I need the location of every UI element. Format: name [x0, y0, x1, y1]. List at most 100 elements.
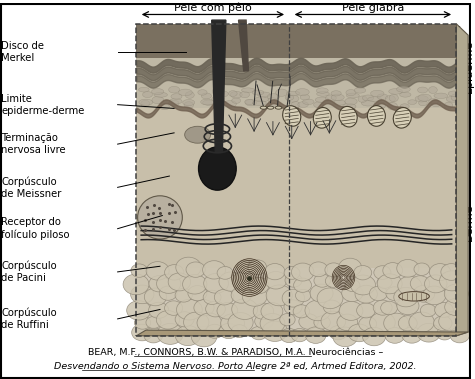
Bar: [136, 24, 456, 336]
Ellipse shape: [316, 92, 329, 96]
Circle shape: [370, 312, 395, 333]
Ellipse shape: [257, 92, 271, 97]
Circle shape: [397, 260, 419, 277]
Circle shape: [231, 287, 251, 303]
Ellipse shape: [241, 88, 255, 92]
Circle shape: [450, 327, 470, 343]
Ellipse shape: [331, 91, 341, 96]
Ellipse shape: [142, 91, 152, 97]
Polygon shape: [456, 24, 468, 336]
Circle shape: [423, 286, 446, 305]
Ellipse shape: [183, 100, 195, 106]
Circle shape: [385, 327, 405, 343]
Circle shape: [314, 274, 331, 287]
Ellipse shape: [245, 99, 254, 105]
Circle shape: [292, 263, 314, 281]
Ellipse shape: [201, 99, 214, 105]
Circle shape: [414, 285, 435, 302]
Circle shape: [282, 289, 304, 307]
Circle shape: [203, 290, 221, 304]
Circle shape: [228, 313, 253, 333]
Ellipse shape: [342, 103, 356, 110]
Circle shape: [127, 301, 151, 320]
Circle shape: [409, 312, 434, 332]
Ellipse shape: [139, 99, 153, 105]
Circle shape: [176, 257, 201, 277]
Ellipse shape: [275, 106, 282, 109]
Ellipse shape: [171, 94, 182, 99]
Circle shape: [284, 300, 302, 315]
Circle shape: [146, 262, 169, 280]
Circle shape: [317, 288, 343, 309]
Circle shape: [157, 274, 181, 293]
Ellipse shape: [400, 104, 409, 109]
Circle shape: [348, 324, 370, 342]
Ellipse shape: [169, 99, 182, 104]
Circle shape: [260, 313, 285, 334]
Circle shape: [429, 264, 451, 280]
Circle shape: [325, 263, 342, 277]
Ellipse shape: [286, 95, 299, 102]
Ellipse shape: [267, 94, 280, 100]
Circle shape: [168, 273, 190, 291]
Ellipse shape: [370, 90, 384, 97]
Circle shape: [159, 286, 177, 300]
Ellipse shape: [276, 89, 287, 96]
Ellipse shape: [228, 91, 237, 96]
Bar: [136, 108, 456, 268]
Ellipse shape: [198, 90, 207, 95]
Circle shape: [232, 272, 256, 290]
Circle shape: [175, 312, 194, 327]
Ellipse shape: [255, 97, 269, 102]
Ellipse shape: [389, 89, 402, 94]
Circle shape: [339, 301, 363, 320]
Circle shape: [134, 316, 151, 329]
Circle shape: [177, 299, 202, 320]
Ellipse shape: [154, 92, 168, 97]
Circle shape: [355, 285, 377, 303]
Circle shape: [386, 287, 403, 301]
Ellipse shape: [368, 97, 382, 102]
Ellipse shape: [385, 96, 395, 103]
Circle shape: [280, 313, 295, 326]
Circle shape: [186, 262, 205, 277]
Circle shape: [191, 326, 217, 347]
Ellipse shape: [325, 95, 336, 101]
Circle shape: [188, 285, 207, 301]
Circle shape: [285, 274, 302, 287]
Circle shape: [377, 276, 392, 288]
Bar: [136, 24, 456, 108]
Circle shape: [237, 260, 253, 274]
Ellipse shape: [362, 95, 374, 101]
Ellipse shape: [399, 92, 411, 97]
Ellipse shape: [377, 94, 388, 99]
Ellipse shape: [346, 93, 359, 98]
Circle shape: [373, 300, 392, 315]
Ellipse shape: [213, 100, 223, 106]
Circle shape: [156, 311, 180, 329]
Circle shape: [314, 316, 330, 329]
Ellipse shape: [184, 102, 194, 108]
Circle shape: [204, 273, 228, 293]
Circle shape: [377, 274, 402, 294]
Ellipse shape: [252, 90, 264, 95]
Circle shape: [253, 303, 274, 319]
Circle shape: [399, 316, 417, 331]
Ellipse shape: [314, 102, 323, 108]
Circle shape: [354, 266, 372, 280]
Ellipse shape: [295, 89, 309, 96]
Ellipse shape: [418, 87, 428, 93]
Ellipse shape: [428, 86, 437, 94]
Circle shape: [291, 329, 308, 342]
Ellipse shape: [141, 100, 150, 107]
Text: Corpúsculo
de Meissner: Corpúsculo de Meissner: [1, 176, 62, 199]
Circle shape: [266, 285, 292, 306]
Circle shape: [342, 285, 363, 302]
Circle shape: [248, 277, 269, 294]
Ellipse shape: [179, 89, 192, 96]
Text: Desvendando o Sistema Nervoso. Porto Alegre 2ª ed, Artmed Editora, 2002.: Desvendando o Sistema Nervoso. Porto Ale…: [54, 362, 417, 371]
Circle shape: [339, 258, 361, 276]
Ellipse shape: [389, 94, 399, 102]
Circle shape: [123, 274, 149, 295]
Circle shape: [305, 300, 331, 321]
